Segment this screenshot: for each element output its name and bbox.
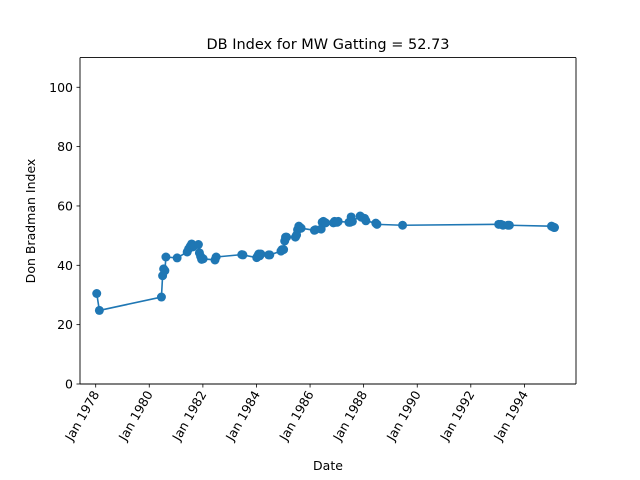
data-point — [504, 220, 514, 230]
data-point — [333, 216, 343, 226]
y-tick-label: 80 — [57, 139, 73, 154]
y-tick-label: 60 — [57, 198, 73, 213]
x-tick-label: Jan 1980 — [115, 388, 156, 444]
series-db-index — [92, 211, 559, 315]
plot-area — [79, 57, 577, 385]
data-point — [361, 216, 371, 226]
y-tick-label: 40 — [57, 258, 73, 273]
y-tick-label: 100 — [49, 80, 73, 95]
x-tick-label: Jan 1982 — [168, 388, 209, 444]
data-point — [372, 219, 382, 229]
data-point — [198, 254, 208, 264]
data-point — [172, 253, 182, 263]
x-tick-label: Jan 1978 — [61, 388, 102, 444]
x-tick-label: Jan 1990 — [383, 388, 424, 444]
data-point — [256, 249, 266, 259]
x-tick-label: Jan 1986 — [276, 388, 317, 444]
data-point — [398, 220, 408, 230]
data-point — [92, 289, 102, 298]
chart-title: DB Index for MW Gatting = 52.73 — [206, 37, 449, 53]
data-point — [156, 292, 166, 302]
x-tick-label: Jan 1994 — [490, 388, 531, 444]
y-tick-label: 0 — [65, 377, 73, 392]
data-point — [550, 223, 559, 233]
data-point — [265, 250, 275, 260]
x-tick-label: Jan 1984 — [222, 388, 263, 444]
x-axis-ticks: Jan 1978 Jan 1980 Jan 1982 Jan 1984 Jan 1986… — [61, 384, 531, 444]
data-point — [160, 266, 170, 276]
x-tick-label: Jan 1992 — [436, 388, 477, 444]
x-tick-label: Jan 1988 — [329, 388, 370, 444]
data-point — [347, 216, 357, 226]
data-point — [238, 250, 248, 260]
data-point — [316, 224, 326, 234]
data-point — [161, 252, 171, 262]
data-point — [282, 232, 292, 242]
data-point — [211, 252, 221, 262]
data-point — [321, 218, 331, 228]
data-point — [296, 223, 306, 233]
data-point — [94, 305, 104, 315]
y-tick-label: 20 — [57, 317, 73, 332]
y-axis-label: Don Bradman Index — [23, 159, 38, 284]
data-point — [193, 240, 203, 250]
x-axis-label: Date — [313, 458, 343, 473]
data-point — [279, 245, 289, 255]
y-axis-ticks: 0 20 40 60 80 100 — [49, 80, 80, 392]
